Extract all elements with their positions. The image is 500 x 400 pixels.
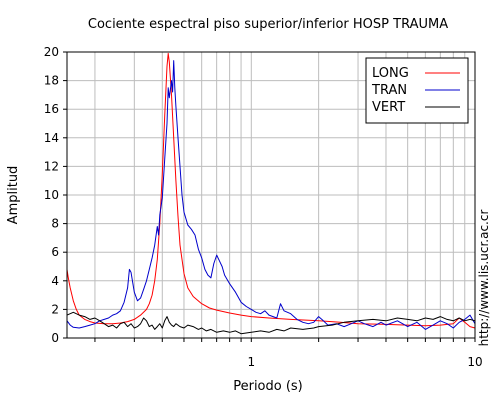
legend-label-vert: VERT	[372, 100, 405, 115]
y-axis-label: Amplitud	[6, 166, 21, 225]
series-line-long	[66, 52, 476, 329]
y-tick-label: 20	[44, 45, 59, 59]
legend: LONG TRAN VERT	[365, 57, 469, 124]
y-tick-label: 0	[51, 331, 59, 345]
series-line-vert	[66, 311, 476, 335]
x-axis-label: Periodo (s)	[233, 379, 303, 394]
y-tick-label: 6	[51, 245, 59, 259]
y-tick-label: 14	[44, 131, 59, 145]
y-tick-label: 16	[44, 102, 59, 116]
y-tick-label: 18	[44, 74, 59, 88]
chart-title: Cociente espectral piso superior/inferio…	[88, 17, 448, 32]
series-line-tran	[66, 60, 476, 330]
y-tick-label: 10	[44, 188, 59, 202]
legend-label-tran: TRAN	[371, 83, 407, 98]
source-url-text: http://www.lis.ucr.ac.cr	[477, 210, 491, 347]
y-tick-label: 2	[51, 302, 59, 316]
y-axis-ticks: 0 2 4 6 8 10 12 14 16 18 20	[44, 45, 67, 345]
x-tick-label: 10	[467, 355, 482, 369]
x-tick-label: 1	[247, 355, 255, 369]
y-tick-label: 8	[51, 217, 59, 231]
series-lines	[66, 52, 476, 335]
x-axis-ticks: 1 10	[94, 338, 483, 369]
y-tick-label: 12	[44, 159, 59, 173]
y-tick-label: 4	[51, 274, 59, 288]
legend-label-long: LONG	[372, 66, 409, 81]
